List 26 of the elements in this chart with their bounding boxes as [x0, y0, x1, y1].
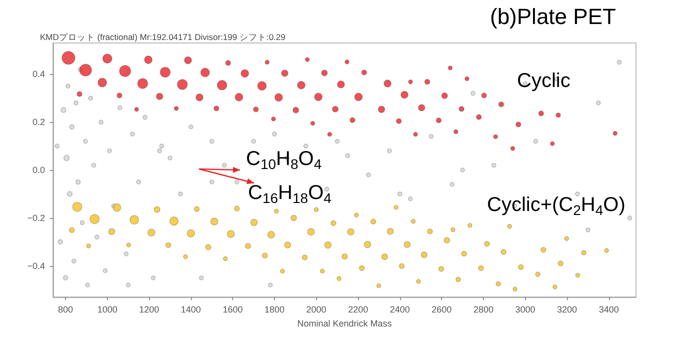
x-tick-label: 2000 — [306, 304, 326, 314]
x-tick-label: 1800 — [264, 304, 285, 314]
x-tick-label: 3000 — [515, 304, 536, 314]
x-tick-label: 2800 — [473, 304, 494, 314]
x-axis-title: Nominal Kendrick Mass — [297, 318, 392, 328]
series-label: Cyclic+(C$_{2}$H$_{4}$O) — [487, 194, 626, 218]
x-tick-label: 1000 — [97, 304, 118, 314]
x-tick-label: 1200 — [139, 304, 160, 314]
x-tick-label: 1600 — [222, 304, 243, 314]
y-tick-label: −0.4 — [27, 260, 45, 271]
x-tick-label: 3200 — [557, 304, 578, 314]
x-tick-label: 2400 — [390, 304, 410, 314]
chart-title: (b)Plate PET — [490, 4, 616, 30]
y-tick-label: 0.4 — [32, 69, 45, 80]
chart-subtitle: KMDプロット (fractional) Mr:192.04171 Divisor:199 シフト:0.29 — [40, 32, 286, 44]
x-tick-label: 3400 — [598, 304, 619, 314]
annotation: C$_{16}$H$_{18}$O$_{4}$ — [248, 182, 332, 206]
y-tick-label: 0.0 — [32, 165, 45, 175]
y-tick-label: −0.2 — [27, 212, 45, 223]
x-tick-label: 800 — [58, 304, 74, 314]
y-tick-label: 0.2 — [32, 117, 45, 128]
x-tick-label: 1400 — [180, 304, 201, 314]
annotation: C$_{10}$H$_{8}$O$_{4}$ — [246, 148, 322, 172]
series-label: Cyclic — [517, 70, 570, 93]
x-tick-label: 2600 — [432, 304, 452, 314]
x-tick-label: 2200 — [348, 304, 368, 314]
